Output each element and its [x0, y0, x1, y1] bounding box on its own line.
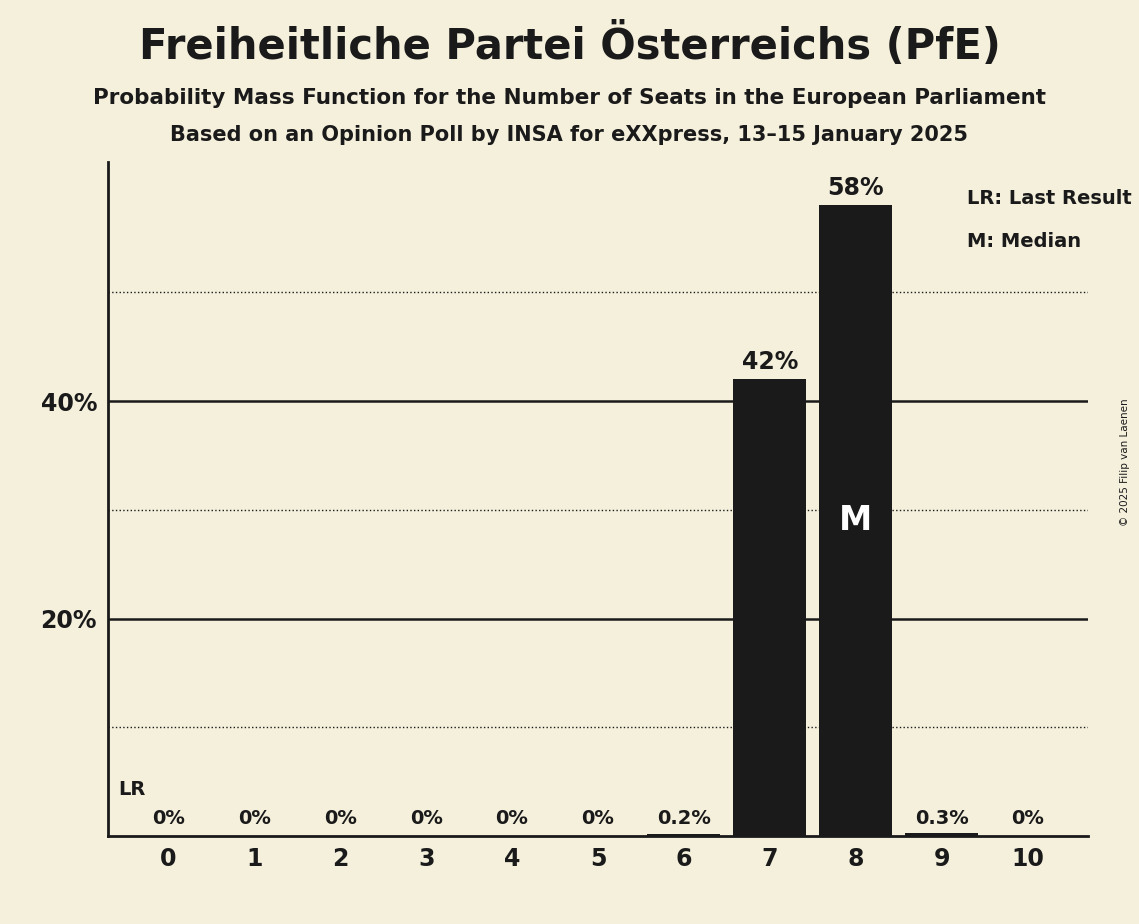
Text: © 2025 Filip van Laenen: © 2025 Filip van Laenen [1121, 398, 1130, 526]
Text: 0.2%: 0.2% [657, 808, 711, 828]
Text: 0.3%: 0.3% [915, 808, 968, 828]
Text: 0%: 0% [495, 808, 528, 828]
Text: Based on an Opinion Poll by INSA for eXXpress, 13–15 January 2025: Based on an Opinion Poll by INSA for eXX… [171, 125, 968, 145]
Text: 0%: 0% [410, 808, 443, 828]
Bar [734, 379, 806, 836]
Text: 0%: 0% [1011, 808, 1044, 828]
Text: 0%: 0% [238, 808, 271, 828]
Text: 42%: 42% [741, 350, 798, 374]
Bar [906, 833, 978, 836]
Text: 0%: 0% [151, 808, 185, 828]
Text: 0%: 0% [582, 808, 614, 828]
Text: LR: LR [118, 780, 146, 799]
Text: Freiheitliche Partei Österreichs (PfE): Freiheitliche Partei Österreichs (PfE) [139, 23, 1000, 68]
Bar [819, 205, 892, 836]
Text: LR: Last Result: LR: Last Result [967, 188, 1132, 208]
Text: 0%: 0% [323, 808, 357, 828]
Bar [647, 834, 720, 836]
Text: Probability Mass Function for the Number of Seats in the European Parliament: Probability Mass Function for the Number… [93, 88, 1046, 108]
Text: 58%: 58% [827, 176, 884, 200]
Text: M: Median: M: Median [967, 233, 1082, 251]
Text: M: M [839, 505, 872, 537]
